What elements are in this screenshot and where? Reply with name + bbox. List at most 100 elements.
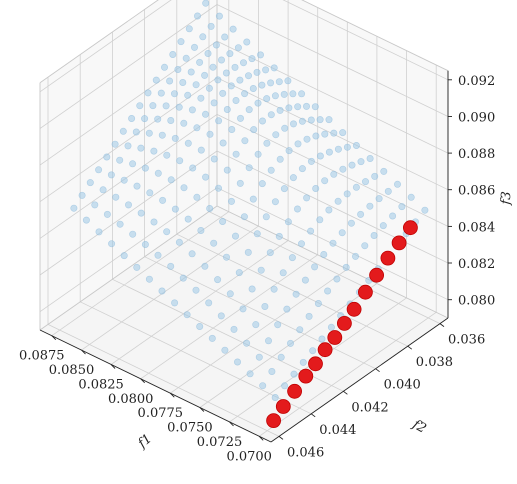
surface-point bbox=[261, 302, 269, 310]
surface-point bbox=[274, 321, 282, 329]
surface-point bbox=[132, 128, 140, 136]
x-tick-mark bbox=[258, 435, 264, 441]
surface-point bbox=[223, 253, 231, 261]
surface-point bbox=[193, 124, 201, 132]
surface-point bbox=[232, 97, 240, 105]
surface-point bbox=[206, 205, 214, 213]
y-axis-label: f2 bbox=[409, 417, 429, 437]
x-tick-label: 0.0800 bbox=[108, 392, 154, 407]
surface-point bbox=[208, 334, 216, 342]
surface-point bbox=[141, 115, 149, 123]
surface-point bbox=[380, 167, 388, 175]
surface-point bbox=[271, 92, 279, 100]
surface-point bbox=[279, 269, 287, 277]
surface-point bbox=[175, 103, 183, 111]
surface-point bbox=[205, 299, 213, 307]
surface-point bbox=[137, 209, 145, 217]
surface-point bbox=[245, 164, 253, 172]
surface-point bbox=[167, 176, 175, 184]
surface-point bbox=[212, 41, 220, 49]
surface-point bbox=[149, 102, 157, 110]
surface-point bbox=[271, 393, 279, 401]
surface-point bbox=[339, 165, 347, 173]
surface-point bbox=[299, 358, 307, 366]
x-tick-label: 0.0825 bbox=[78, 378, 124, 393]
surface-point bbox=[307, 157, 315, 165]
y-tick-mark bbox=[278, 436, 284, 440]
grid-line-f1-floor bbox=[110, 240, 289, 365]
surface-point bbox=[252, 321, 260, 329]
surface-point bbox=[183, 311, 191, 319]
surface-point bbox=[303, 194, 311, 202]
z-tick-label: 0.080 bbox=[458, 294, 495, 309]
y-tick-mark bbox=[343, 390, 348, 395]
surface-point bbox=[141, 164, 149, 172]
surface-point bbox=[357, 210, 365, 218]
surface-point bbox=[277, 353, 285, 361]
surface-point bbox=[254, 99, 262, 107]
surface-point bbox=[339, 129, 347, 137]
surface-point bbox=[171, 134, 179, 142]
highlighted-point bbox=[327, 330, 343, 345]
surface-point bbox=[70, 204, 78, 212]
surface-point bbox=[103, 210, 111, 218]
surface-point bbox=[207, 22, 215, 30]
surface-point bbox=[316, 116, 324, 124]
surface-point bbox=[210, 99, 218, 107]
surface-point bbox=[289, 120, 297, 128]
surface-point bbox=[293, 205, 301, 213]
surface-point bbox=[116, 220, 124, 228]
surface-point bbox=[218, 56, 226, 64]
grid-line-f3-side bbox=[39, 114, 218, 239]
surface-point bbox=[294, 140, 302, 148]
surface-point bbox=[270, 64, 278, 72]
surface-point bbox=[297, 240, 305, 248]
surface-point bbox=[240, 59, 248, 67]
surface-point bbox=[145, 129, 153, 137]
surface-point bbox=[231, 63, 239, 71]
grid-line-f3-side bbox=[39, 150, 218, 276]
surface-point bbox=[338, 229, 346, 237]
highlighted-point bbox=[275, 399, 291, 414]
surface-point bbox=[221, 33, 229, 41]
surface-point bbox=[171, 205, 179, 213]
surface-point bbox=[267, 166, 275, 174]
floor-pane bbox=[40, 206, 448, 442]
surface-point bbox=[327, 323, 335, 331]
surface-point bbox=[179, 79, 187, 87]
surface-point bbox=[298, 117, 306, 125]
z-tick-label: 0.084 bbox=[458, 220, 495, 235]
surface-point bbox=[250, 126, 258, 134]
surface-point bbox=[229, 25, 237, 33]
surface-point bbox=[219, 218, 227, 226]
surface-point bbox=[289, 90, 297, 98]
surface-point bbox=[116, 156, 124, 164]
surface-point bbox=[268, 367, 276, 375]
grid-line-f3-back bbox=[282, 0, 449, 81]
surface-point bbox=[219, 89, 227, 97]
surface-point bbox=[347, 219, 355, 227]
surface-point bbox=[103, 153, 111, 161]
grid-line-f1-floor bbox=[258, 311, 437, 437]
surface-point bbox=[174, 66, 182, 74]
surface-point bbox=[124, 142, 132, 150]
highlighted-point bbox=[346, 301, 362, 317]
surface-point bbox=[258, 81, 266, 89]
x-tick-mark bbox=[140, 378, 146, 384]
y-tick-label: 0.040 bbox=[384, 378, 421, 393]
surface-point bbox=[137, 144, 145, 152]
surface-point bbox=[288, 254, 296, 262]
surface-point bbox=[223, 106, 231, 114]
surface-point bbox=[276, 155, 284, 163]
surface-point bbox=[292, 290, 300, 298]
surface-point bbox=[309, 347, 317, 355]
surface-point bbox=[370, 232, 378, 240]
grid-line-f1-floor bbox=[81, 225, 259, 351]
grid-line-f3-side bbox=[39, 4, 218, 129]
surface-point bbox=[239, 305, 247, 313]
surface-point bbox=[82, 216, 90, 224]
surface-point bbox=[334, 145, 342, 153]
surface-point bbox=[189, 164, 197, 172]
surface-point bbox=[193, 193, 201, 201]
